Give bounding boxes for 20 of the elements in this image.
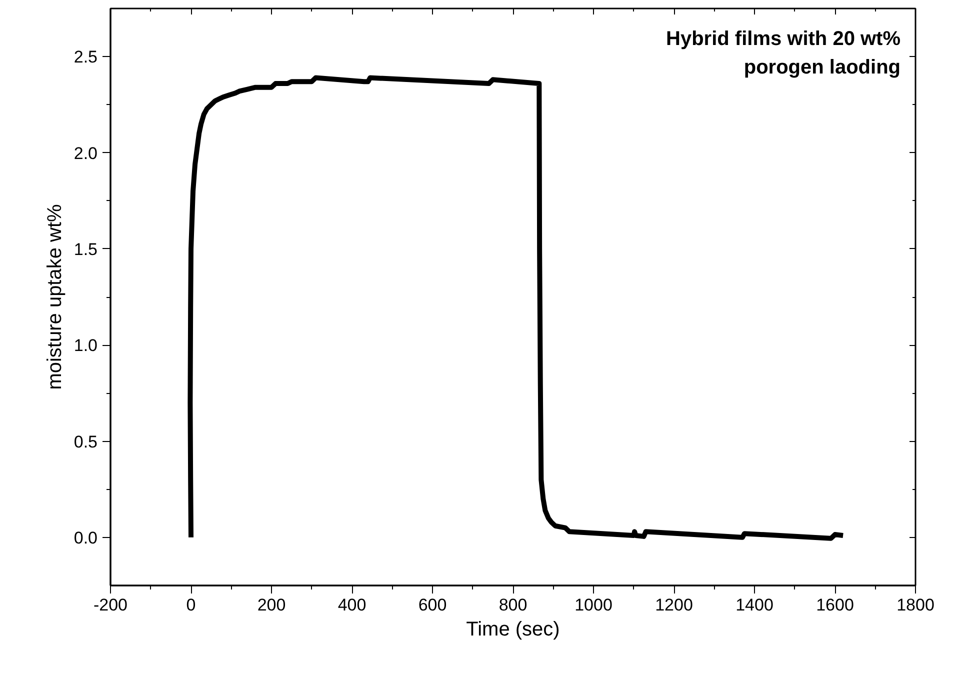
- y-tick-label: 1.0: [74, 336, 98, 356]
- y-tick-label: 1.5: [74, 240, 98, 259]
- x-tick-label: 1000: [574, 596, 612, 614]
- x-tick-label: 1600: [816, 596, 854, 614]
- x-tick-label: 200: [257, 596, 286, 614]
- y-tick-label: 2.0: [74, 144, 98, 163]
- y-tick-label: 0.5: [74, 432, 98, 452]
- x-tick-label: 1400: [736, 596, 774, 614]
- y-tick-label: 2.5: [74, 48, 98, 67]
- x-tick-label: -200: [93, 596, 128, 614]
- x-tick-label: 800: [498, 596, 528, 614]
- y-axis-title: moisture uptake wt%: [44, 204, 66, 390]
- x-tick-label: 1800: [896, 596, 934, 614]
- x-axis-title: Time (sec): [466, 618, 560, 640]
- x-tick-label: 0: [186, 596, 196, 614]
- x-tick-label: 600: [418, 596, 447, 614]
- y-tick-label: 0.0: [74, 528, 98, 548]
- x-tick-label: 1200: [655, 596, 693, 614]
- annotation: Hybrid films with 20 wt% porogen laoding: [666, 28, 901, 78]
- x-tick-label: 400: [338, 596, 366, 614]
